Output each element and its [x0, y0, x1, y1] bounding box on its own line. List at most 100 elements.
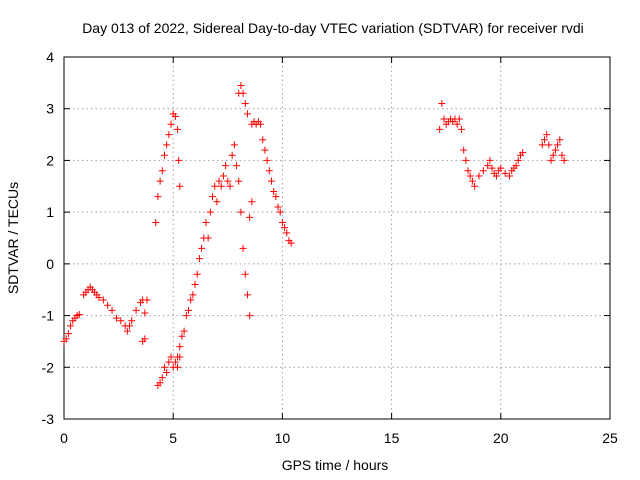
data-point-marker — [160, 363, 168, 371]
data-point-marker — [213, 198, 221, 206]
data-point-marker — [239, 89, 247, 97]
data-point-marker — [160, 151, 168, 159]
data-point-marker — [112, 314, 120, 322]
data-point-marker — [64, 330, 72, 338]
data-point-marker — [193, 270, 201, 278]
data-point-marker — [281, 224, 289, 232]
data-point-marker — [239, 244, 247, 252]
data-point-marker — [175, 156, 183, 164]
data-point-marker — [178, 332, 186, 340]
data-point-marker — [206, 208, 214, 216]
data-point-marker — [182, 312, 190, 320]
data-point-marker — [547, 156, 555, 164]
data-point-marker — [263, 156, 271, 164]
y-tick-label: 2 — [46, 152, 54, 168]
data-point-marker — [154, 193, 162, 201]
data-point-marker — [215, 177, 223, 185]
data-point-marker — [438, 100, 446, 108]
data-point-marker — [180, 327, 188, 335]
data-point-marker — [497, 164, 505, 172]
data-point-marker — [141, 309, 149, 317]
data-point-marker — [549, 151, 557, 159]
data-point-marker — [246, 312, 254, 320]
grid — [64, 57, 610, 419]
data-point-marker — [556, 136, 564, 144]
data-point-marker — [259, 136, 267, 144]
data-point-marker — [189, 291, 197, 299]
data-point-marker — [217, 182, 225, 190]
data-point-marker — [468, 177, 476, 185]
data-point-marker — [195, 255, 203, 263]
data-point-marker — [551, 146, 559, 154]
data-point-marker — [261, 146, 269, 154]
data-point-marker — [128, 317, 136, 325]
data-point-marker — [143, 296, 151, 304]
data-point-marker — [265, 167, 273, 175]
data-point-marker — [237, 81, 245, 89]
data-point-marker — [226, 182, 234, 190]
data-point-marker — [123, 327, 131, 335]
x-tick-label: 5 — [169, 430, 177, 446]
y-tick-label: 0 — [46, 256, 54, 272]
data-point-marker — [75, 311, 83, 319]
data-point-marker — [163, 368, 171, 376]
x-tick-label: 10 — [275, 430, 291, 446]
data-point-marker — [283, 229, 291, 237]
data-point-marker — [276, 208, 284, 216]
y-tick-label: 4 — [46, 49, 54, 65]
data-point-marker — [506, 172, 514, 180]
data-point-marker — [455, 115, 463, 123]
plot-frame — [63, 56, 611, 420]
data-point-marker — [462, 156, 470, 164]
data-point-marker — [270, 187, 278, 195]
data-point-marker — [163, 141, 171, 149]
data-point-marker — [132, 306, 140, 314]
data-point-marker — [287, 239, 295, 247]
x-tick-label: 15 — [384, 430, 400, 446]
data-point-marker — [246, 213, 254, 221]
data-series — [60, 81, 568, 389]
data-point-marker — [156, 379, 164, 387]
data-point-marker — [248, 198, 256, 206]
data-point-marker — [224, 177, 232, 185]
data-point-marker — [278, 218, 286, 226]
data-point-marker — [457, 125, 465, 133]
x-axis-label: GPS time / hours — [282, 457, 389, 473]
data-point-marker — [62, 335, 70, 343]
data-point-marker — [479, 167, 487, 175]
data-point-marker — [184, 306, 192, 314]
data-point-marker — [464, 167, 472, 175]
data-point-marker — [243, 291, 251, 299]
data-point-marker — [538, 141, 546, 149]
y-tick-label: -1 — [42, 308, 55, 324]
data-point-marker — [237, 208, 245, 216]
data-point-marker — [171, 358, 179, 366]
data-point-marker — [95, 293, 103, 301]
data-point-marker — [440, 115, 448, 123]
data-point-marker — [235, 177, 243, 185]
y-axis-label: SDTVAR / TECUs — [5, 182, 21, 294]
data-point-marker — [141, 335, 149, 343]
data-point-marker — [99, 296, 107, 304]
y-tick-label: -2 — [42, 359, 55, 375]
data-point-marker — [156, 177, 164, 185]
data-point-marker — [108, 306, 116, 314]
data-point-marker — [230, 141, 238, 149]
data-point-marker — [187, 296, 195, 304]
data-point-marker — [158, 374, 166, 382]
data-point-marker — [274, 203, 282, 211]
data-point-marker — [152, 218, 160, 226]
data-point-marker — [272, 193, 280, 201]
data-point-marker — [171, 112, 179, 120]
data-point-marker — [165, 131, 173, 139]
data-point-marker — [176, 343, 184, 351]
data-point-marker — [174, 353, 182, 361]
chart-title: Day 013 of 2022, Sidereal Day-to-day VTE… — [82, 20, 584, 36]
data-point-marker — [558, 151, 566, 159]
data-point-marker — [169, 363, 177, 371]
data-point-marker — [222, 162, 230, 170]
data-point-marker — [241, 100, 249, 108]
data-point-marker — [174, 125, 182, 133]
data-point-marker — [484, 162, 492, 170]
axis-ticks: 0 5 10 15 20 25 -3 -2 -1 0 1 2 3 4 — [42, 49, 618, 446]
